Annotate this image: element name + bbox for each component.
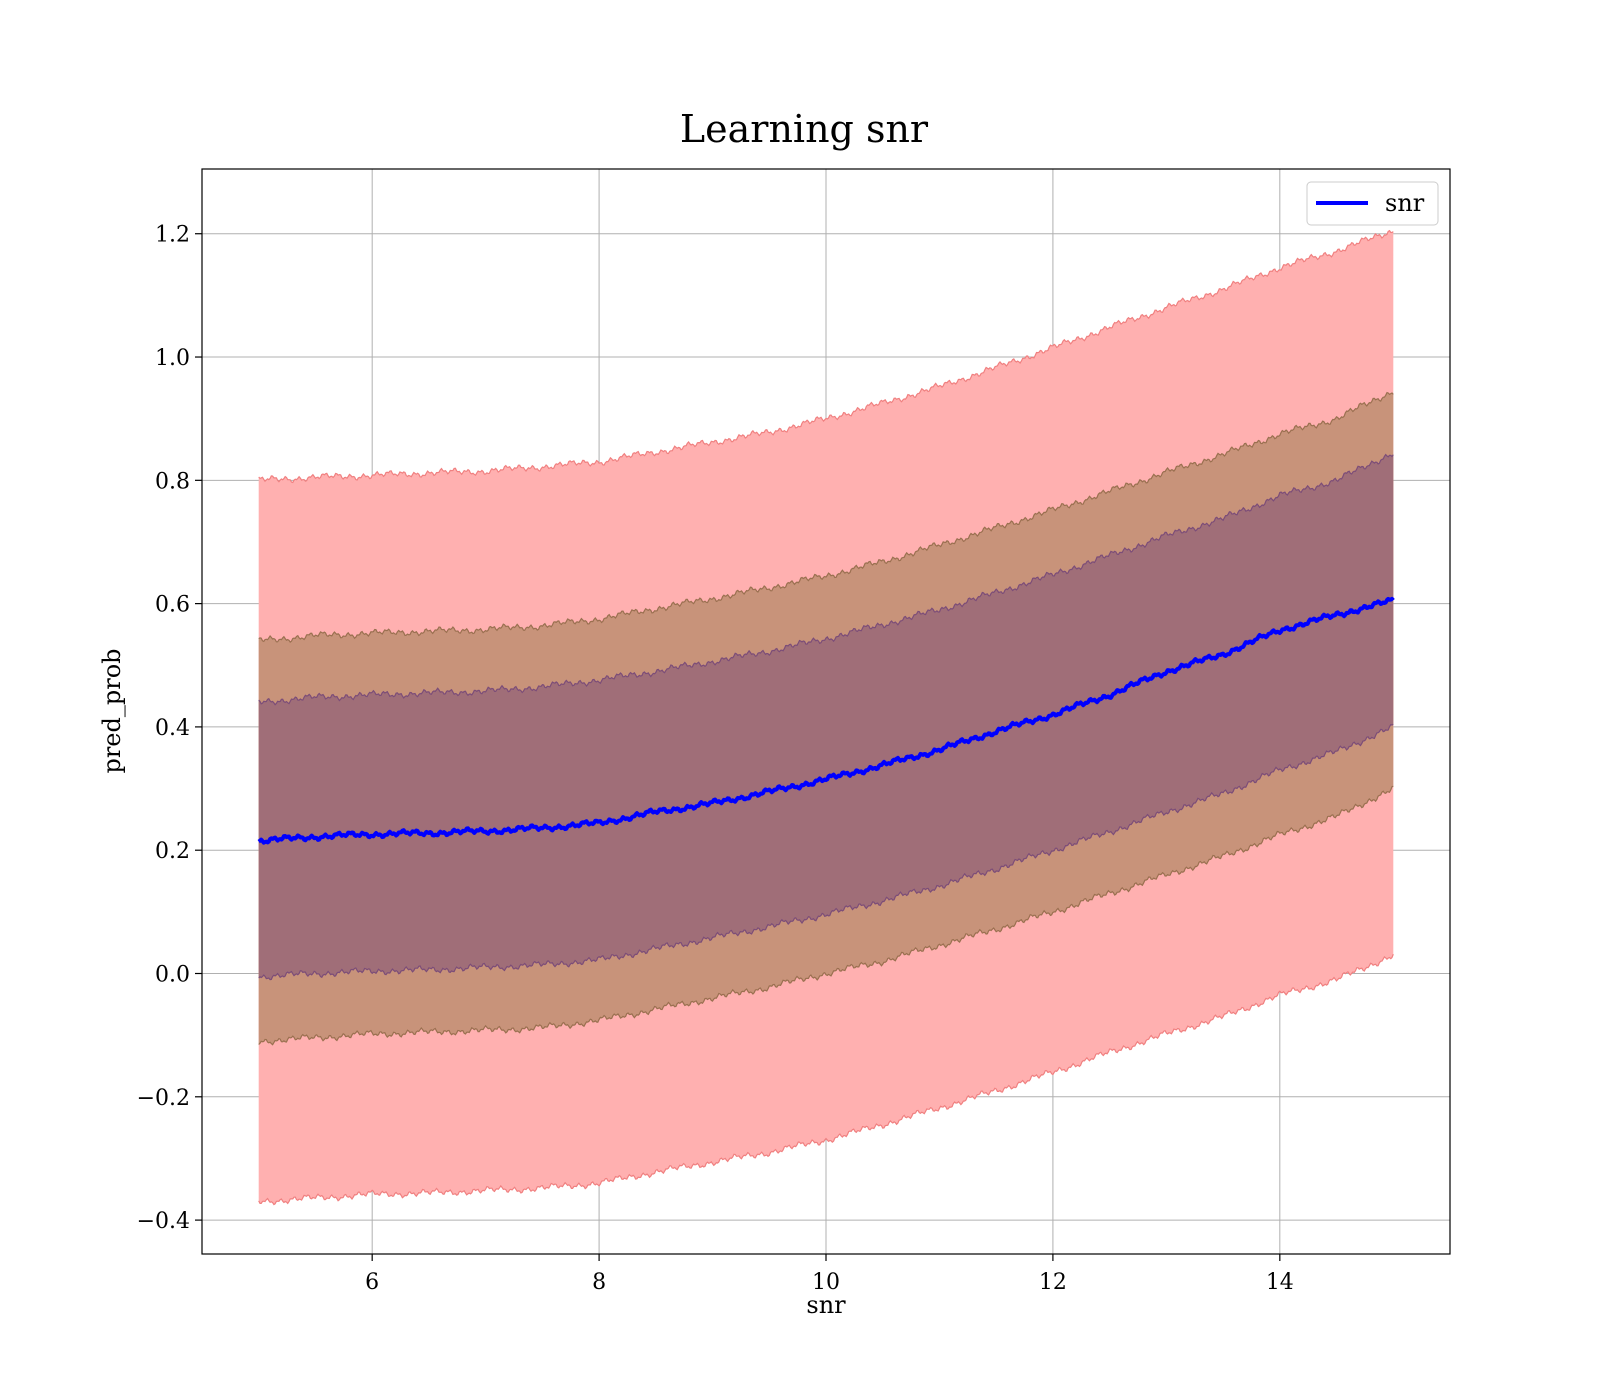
y-axis-label: pred_prob — [98, 648, 126, 773]
chart-title: Learning snr — [680, 107, 929, 151]
legend: snr — [1306, 181, 1439, 226]
y-tick-label: −0.2 — [137, 1086, 190, 1111]
legend-label-snr: snr — [1385, 189, 1425, 217]
y-tick-label: 0.0 — [155, 963, 190, 988]
band-middle-upper-edge — [258, 391, 1394, 643]
legend-box — [1306, 181, 1439, 226]
band-outer-upper-edge — [258, 229, 1394, 484]
y-tick-label: 0.6 — [155, 593, 190, 618]
band-inner-upper-edge — [258, 453, 1394, 706]
band-inner-lower-edge — [258, 723, 1394, 981]
confidence-bands — [258, 229, 1394, 1206]
x-tick-label: 14 — [1266, 1270, 1294, 1295]
y-tick-label: 0.2 — [155, 839, 190, 864]
band-inner — [258, 454, 1394, 980]
series-line-snr — [257, 596, 1395, 845]
y-tick-label: −0.4 — [137, 1209, 190, 1234]
band-middle-lower-edge — [258, 785, 1394, 1046]
series-lines — [257, 596, 1395, 845]
y-tick-label: 0.4 — [155, 716, 190, 741]
x-axis-label: snr — [806, 1291, 846, 1319]
x-tick-label: 12 — [1039, 1270, 1067, 1295]
axis-ticks: 6 8 10 12 14 −0.4 −0.2 0.0 0.2 0.4 0.6 0.8 1.0 1.2 — [137, 223, 1294, 1295]
y-tick-label: 1.2 — [155, 223, 190, 248]
band-outer-lower-edge — [258, 953, 1394, 1206]
x-tick-label: 6 — [365, 1270, 379, 1295]
x-tick-label: 10 — [812, 1270, 840, 1295]
y-tick-label: 0.8 — [155, 469, 190, 494]
x-tick-label: 8 — [592, 1270, 606, 1295]
y-tick-label: 1.0 — [155, 346, 190, 371]
